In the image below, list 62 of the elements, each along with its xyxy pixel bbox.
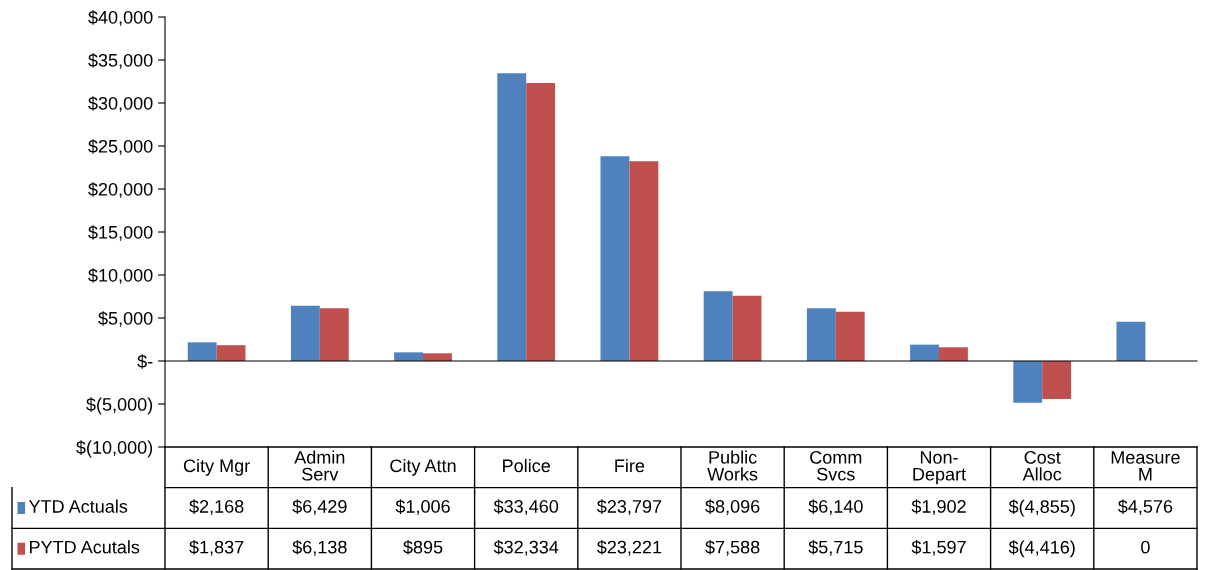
x-tick-label: City Attn xyxy=(390,458,456,476)
x-tick-label: Fire xyxy=(615,458,645,473)
data-label: $5,715 xyxy=(808,539,863,556)
bar xyxy=(319,308,349,361)
data-label: $1,837 xyxy=(189,539,244,556)
bar xyxy=(600,156,630,361)
x-tick-label: Cost Alloc xyxy=(1022,450,1062,481)
legend-label: YTD Actuals xyxy=(28,499,128,513)
data-label: $895 xyxy=(403,539,443,555)
x-tick-label: City Mgr xyxy=(183,458,250,476)
bar xyxy=(423,353,452,361)
data-label: $32,334 xyxy=(493,539,559,556)
bar xyxy=(394,352,423,361)
x-tick-label: Admin Serv xyxy=(294,450,345,481)
x-tick-label: Public Works xyxy=(707,450,758,481)
data-label: $1,902 xyxy=(911,499,966,515)
y-tick-label: $30,000 xyxy=(88,96,153,112)
y-tick-label: $20,000 xyxy=(88,182,153,198)
bar xyxy=(1042,361,1072,399)
data-label: $23,221 xyxy=(596,539,662,556)
data-label: $1,006 xyxy=(395,499,450,515)
data-label: $6,429 xyxy=(292,499,347,515)
bar xyxy=(1116,321,1146,361)
data-label: $(4,855) xyxy=(1008,499,1075,517)
bar xyxy=(216,345,246,361)
y-tick-label: $- xyxy=(137,354,153,369)
bar xyxy=(290,305,320,361)
data-label: $(4,416) xyxy=(1008,540,1075,558)
data-label: $23,797 xyxy=(596,499,662,515)
data-label: $6,138 xyxy=(292,539,347,556)
y-tick-label: $25,000 xyxy=(88,139,153,155)
bar xyxy=(526,82,556,361)
data-label: $2,168 xyxy=(189,499,244,515)
bar xyxy=(629,161,659,361)
x-tick-label: Comm Svcs xyxy=(810,450,862,481)
bar xyxy=(187,342,217,361)
y-tick-label: $10,000 xyxy=(88,268,153,284)
data-label: $7,588 xyxy=(705,539,760,556)
data-label: $1,597 xyxy=(911,539,966,556)
bar xyxy=(835,311,865,361)
bar xyxy=(1013,361,1043,403)
data-label: $33,460 xyxy=(493,499,559,515)
bar xyxy=(732,295,762,361)
bar xyxy=(497,73,527,361)
y-tick-label: $(10,000) xyxy=(76,440,153,458)
bar xyxy=(806,308,836,361)
y-tick-label: $40,000 xyxy=(88,10,153,26)
bar xyxy=(910,344,939,361)
legend-label: PYTD Acutals xyxy=(29,540,140,554)
x-tick-label: Non- Depart xyxy=(913,451,966,485)
data-label: $6,140 xyxy=(808,499,863,515)
y-tick-label: $(5,000) xyxy=(86,397,153,415)
y-tick-label: $15,000 xyxy=(88,225,153,241)
bar xyxy=(939,347,968,361)
bar xyxy=(703,291,733,361)
data-label: 0 xyxy=(1141,540,1150,554)
x-tick-label: Police xyxy=(503,458,550,473)
y-tick-label: $5,000 xyxy=(98,311,153,327)
data-label: $8,096 xyxy=(705,499,760,515)
x-tick-label: Measure M xyxy=(1111,451,1180,481)
y-tick-label: $35,000 xyxy=(88,53,153,69)
data-label: $4,576 xyxy=(1117,499,1173,515)
